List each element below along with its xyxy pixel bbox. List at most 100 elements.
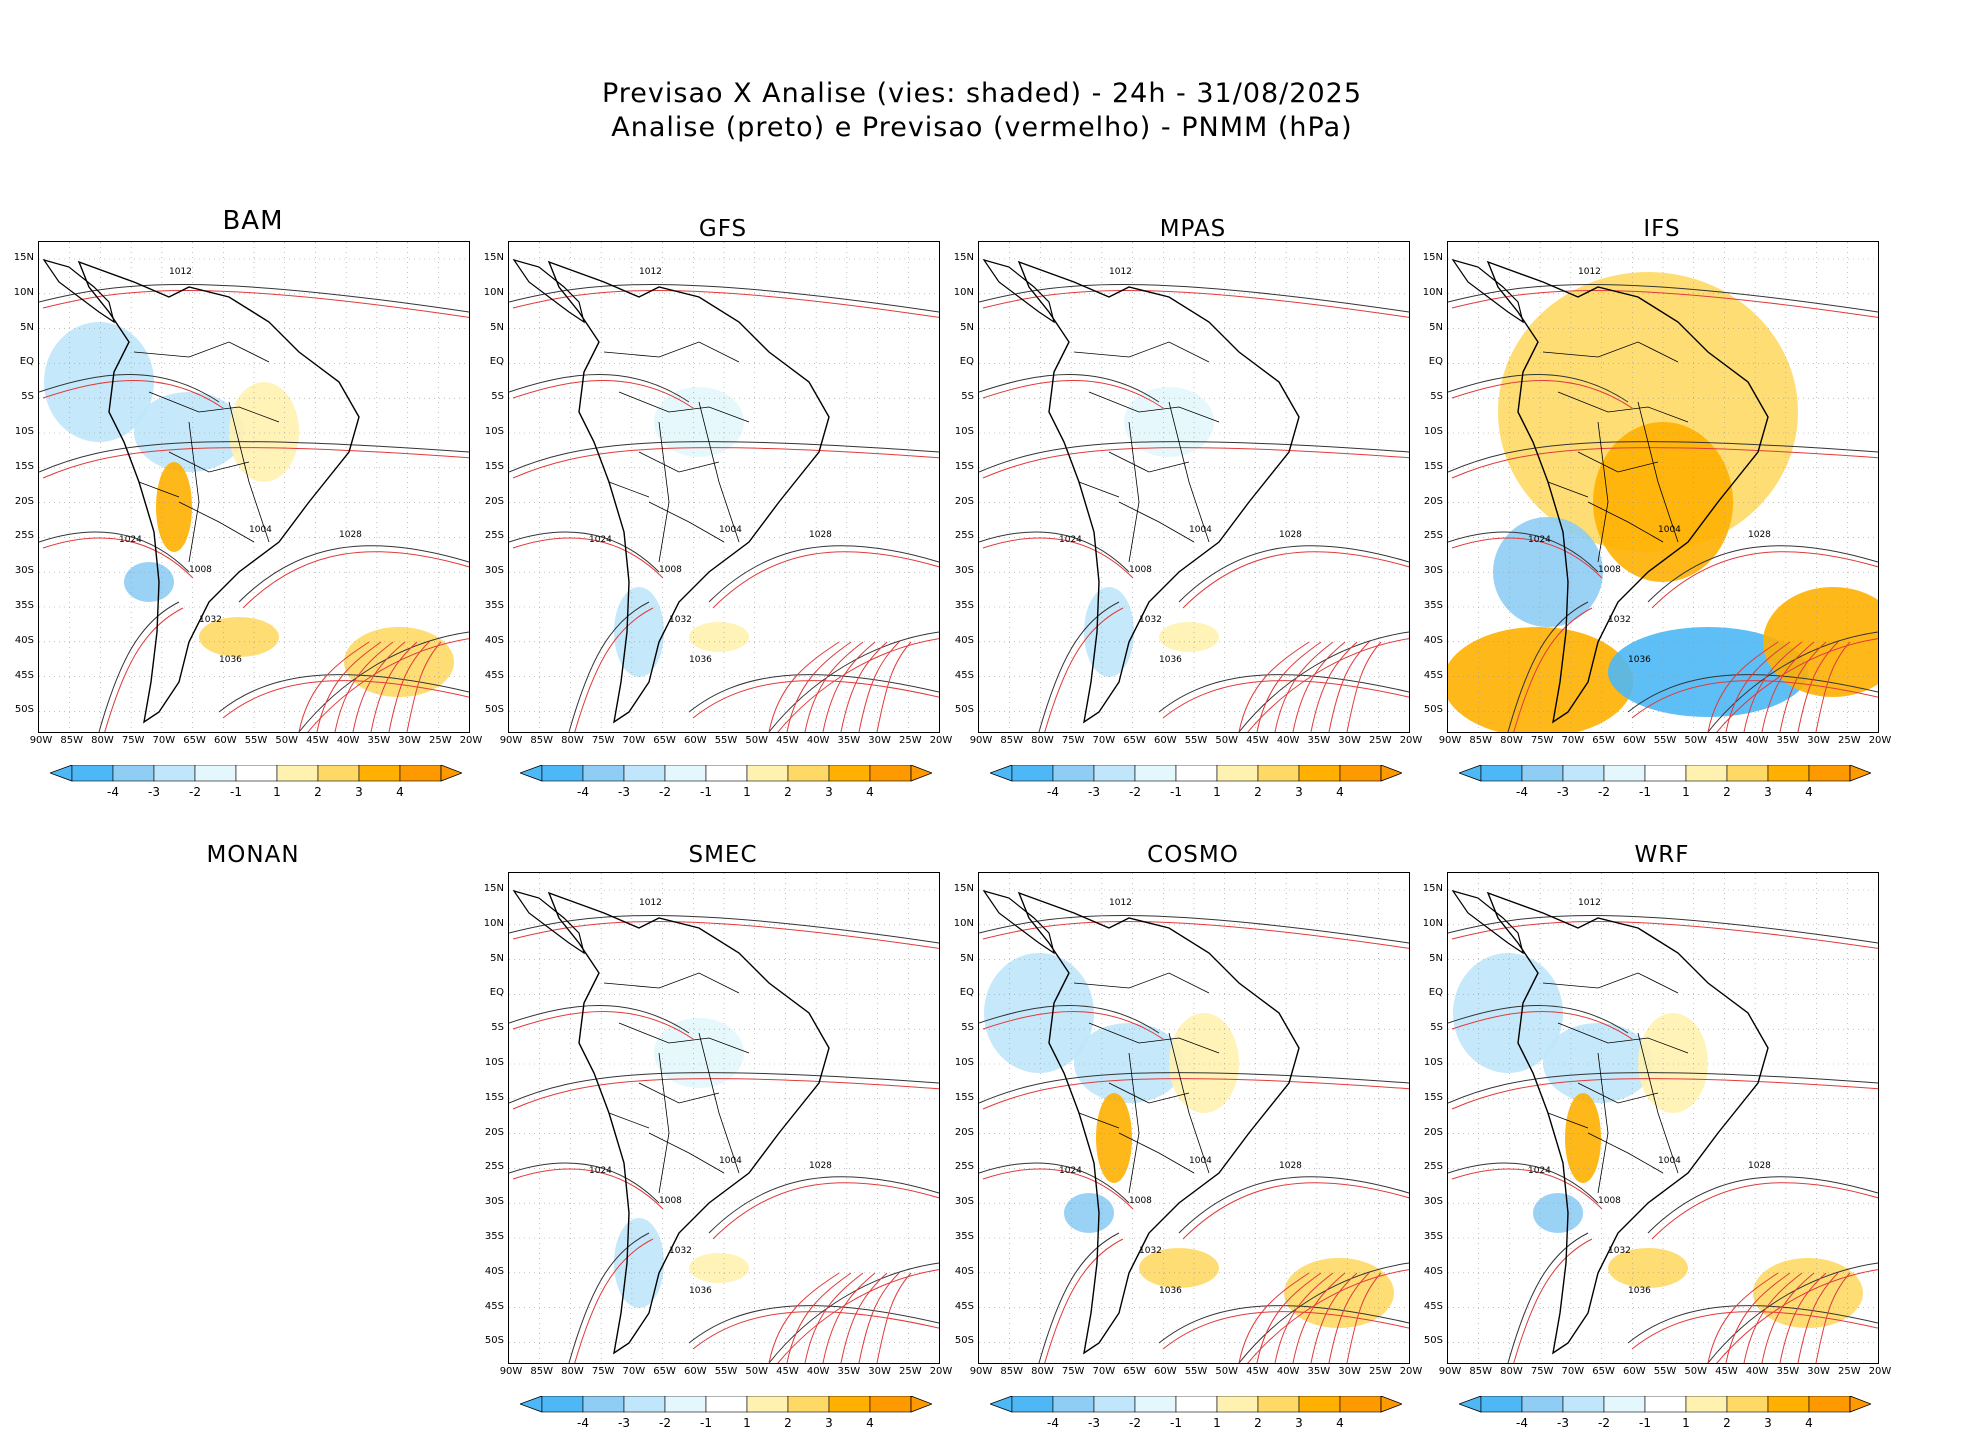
analysis-isobar [1707,631,1878,732]
analysis-isobar [1448,1162,1599,1204]
forecast-isobar [1292,641,1346,732]
latitude-label: 30S [1423,1196,1443,1208]
colorbar-segment [1052,764,1095,782]
country-border [638,1082,720,1104]
longitude-label: 30W [398,735,421,746]
latitude-label: 5S [1430,1022,1443,1034]
latitude-label: 5S [961,391,974,403]
analysis-isobar [509,1162,660,1204]
analysis-isobar [979,1162,1130,1204]
country-border [133,341,270,363]
longitude-label: 40W [1276,1366,1300,1377]
colorbar-segment [1134,764,1177,782]
longitude-label: 50W [1215,735,1239,746]
south-america-coastline [547,260,830,724]
south-america-coastline [77,260,360,724]
latitude-label: 15N [483,252,504,263]
analysis-isobar [688,674,939,713]
longitude-label: 60W [1622,735,1646,746]
colorbar-label: -1 [1170,785,1182,799]
colorbar-segment [1093,764,1136,782]
longitude-label: 85W [1000,735,1024,746]
bias-shading-area [229,382,299,482]
country-border [1542,972,1679,994]
colorbar-label: 3 [825,1416,833,1430]
colorbar-label: -1 [1639,1416,1651,1430]
forecast-isobar [1256,1272,1322,1363]
latitude-label: 15S [484,460,504,472]
bias-shading-area [689,1253,749,1283]
longitude-label: 90W [499,1366,523,1377]
longitude-label: 65W [1123,1366,1146,1377]
forecast-isobar [1631,1311,1878,1350]
longitude-label: 25W [1837,735,1861,746]
isobar-label: 1024 [119,535,142,545]
panel-title-cosmo: COSMO [1147,842,1239,868]
country-border [148,391,280,423]
isobar-label: 1024 [1528,535,1551,545]
colorbar-label: -4 [107,785,119,799]
colorbar-label: -1 [230,785,242,799]
colorbar-segment [1726,1395,1769,1413]
country-border [658,1052,670,1194]
latitude-label: 15N [13,252,34,263]
latitude-label: 20S [484,495,504,507]
longitude-label: 70W [1561,1366,1585,1377]
analysis-isobar [1448,915,1878,944]
forecast-isobar [1743,641,1803,732]
colorbar-segment [153,764,196,782]
forecast-isobar [1247,1269,1409,1363]
forecast-isobar [1451,1011,1633,1040]
panel-title-gfs: GFS [698,216,748,242]
longitude-label: 30W [1338,1366,1361,1377]
colorbar-label: 1 [273,785,281,799]
colorbar-arrow-left [988,1395,1013,1413]
analysis-isobar [979,374,1160,403]
bias-shading-area [1608,1248,1688,1288]
latitude-label: 10N [483,286,504,298]
country-border [1118,1132,1195,1174]
longitude-label: 30W [1807,1366,1830,1377]
analysis-isobar [1038,1232,1120,1363]
country-border [1637,401,1679,543]
longitude-label: 65W [653,735,676,746]
colorbar-arrow-right [1849,764,1873,782]
colorbar-segment [705,1395,748,1413]
country-border [1088,391,1220,423]
panel-title-bam: BAM [222,206,284,236]
longitude-label: 35W [367,735,391,746]
colorbar-segment [71,764,114,782]
longitude-label: 40W [806,1366,830,1377]
longitude-label: 65W [183,735,206,746]
latitude-label: 10S [484,1057,504,1068]
isobar-label: 1028 [339,530,362,540]
analysis-isobar [1178,1176,1409,1234]
analysis-isobar [979,1005,1160,1034]
longitude-label: 65W [1592,735,1615,746]
forecast-isobar [1716,1269,1878,1363]
colorbar-label: 4 [1805,1416,1813,1430]
isobar-label: 1036 [1159,1286,1182,1296]
colorbar-label: -2 [1598,785,1610,799]
forecast-isobar [876,1272,912,1363]
longitude-label: 50W [1684,1366,1708,1377]
latitude-label: 15N [483,883,504,894]
colorbar-segment [1298,764,1341,782]
colorbar-segment [541,1395,584,1413]
analysis-isobar [39,374,220,403]
colorbar-segment [623,764,666,782]
forecast-isobar [1238,641,1310,732]
forecast-isobar [786,641,852,732]
colorbar-segment [1644,764,1687,782]
main-title-line1: Previsao X Analise (vies: shaded) - 24h … [601,78,1362,109]
longitude-label: 80W [561,735,584,746]
colorbar-segment [399,764,442,782]
country-border [638,451,720,473]
forecast-isobar [876,641,912,732]
colorbar-segment [1521,1395,1564,1413]
colorbar-segment [828,1395,871,1413]
longitude-label: 75W [1530,735,1554,746]
latitude-label: 20S [14,495,34,507]
central-america-coastline [982,889,1055,955]
analysis-isobar [1448,531,1599,573]
